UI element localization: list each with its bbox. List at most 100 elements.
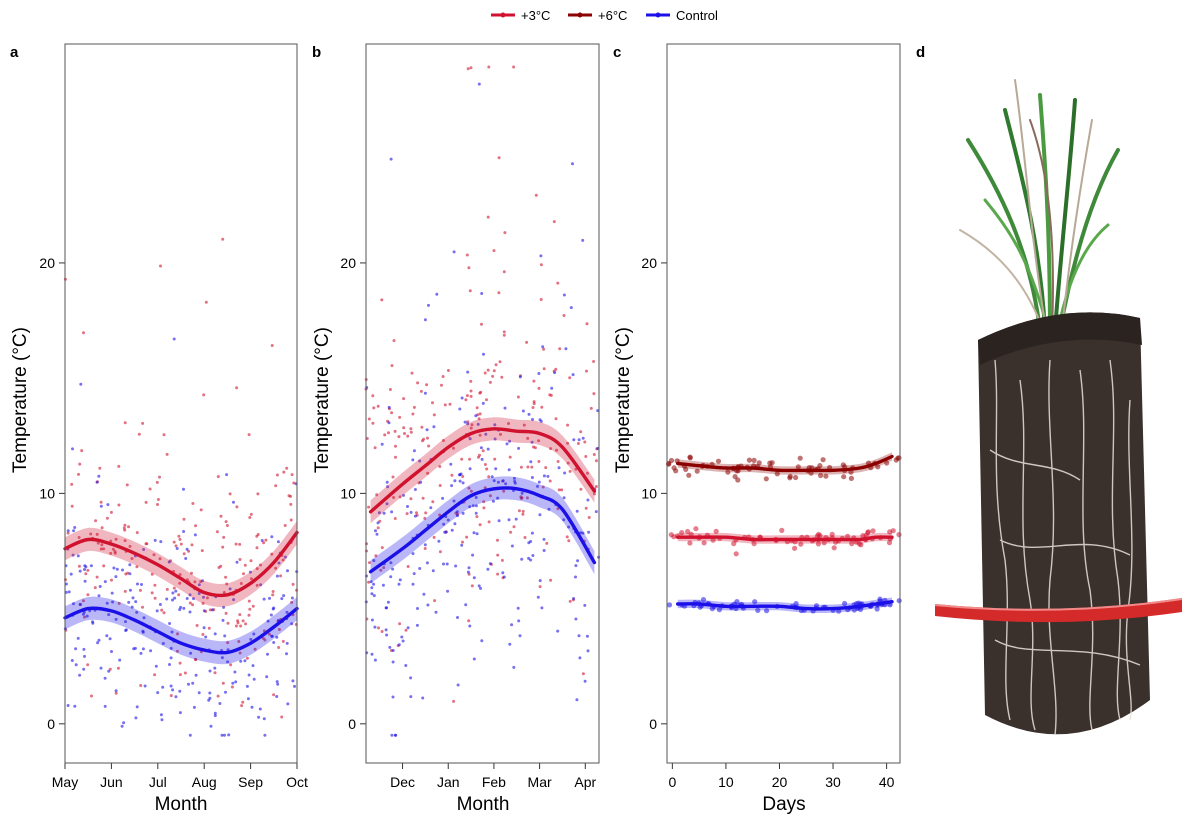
panel-a-point <box>97 594 101 598</box>
panel-a-point <box>178 537 182 541</box>
legend-marker-plus3 <box>500 12 506 18</box>
panel-a-point <box>177 593 181 597</box>
panel-b-point <box>375 532 379 536</box>
panel-b-point <box>376 404 380 408</box>
panel-b-point <box>368 561 371 565</box>
panel-b-point <box>503 231 507 235</box>
panel-a-point <box>249 512 253 516</box>
panel-b-point <box>437 539 441 543</box>
panel-a-point <box>255 546 259 550</box>
panel-a-point <box>98 466 102 470</box>
panel-a-point <box>67 590 71 594</box>
panel-a-point <box>281 639 285 643</box>
panel-a-point <box>72 602 75 606</box>
panel-a-point <box>118 658 122 662</box>
panel-a-point <box>234 680 238 684</box>
panel-a-point <box>240 704 244 708</box>
panel-b-point <box>468 624 472 628</box>
panel-a-point <box>165 587 169 591</box>
panel-b-point <box>384 606 388 610</box>
panel-b-point <box>402 426 406 430</box>
panel-a-point <box>116 666 120 670</box>
panel-b-point <box>372 406 376 410</box>
panel-b-point <box>453 522 457 526</box>
panel-b-point <box>477 82 481 86</box>
panel-a-point <box>168 663 171 666</box>
panel-a-point <box>274 484 278 488</box>
panel-b-point <box>530 531 534 535</box>
panel-a-point <box>78 603 82 606</box>
panel-a-point <box>268 596 271 600</box>
panel-a-point <box>190 543 194 547</box>
panel-a-x-tick-label: Jun <box>100 774 123 790</box>
panel-a-point <box>109 551 113 555</box>
panel-b-point <box>567 539 571 543</box>
panel-b-point <box>505 442 509 446</box>
panel-b-point <box>518 375 522 379</box>
panel-c-point <box>875 464 881 470</box>
panel-a-point <box>167 560 171 564</box>
panel-a-point <box>83 654 86 658</box>
panel-b-point <box>562 496 566 500</box>
panel-a-point <box>108 637 112 641</box>
panel-a-point <box>204 635 208 639</box>
panel-b-point <box>472 657 476 661</box>
panel-a-point <box>174 695 178 699</box>
panel-a-point <box>97 474 101 478</box>
panel-a-point <box>277 646 281 649</box>
panel-c-point <box>686 472 692 478</box>
legend-label-plus3: +3°C <box>521 8 550 23</box>
panel-b-y-tick-label: 20 <box>340 255 356 271</box>
panel-a-point <box>213 632 217 636</box>
panel-a-point <box>221 681 225 685</box>
panel-b-point <box>567 525 571 529</box>
panel-b-point <box>427 444 431 448</box>
panel-a-point <box>247 599 251 603</box>
panel-a-point <box>175 649 179 653</box>
panel-c-point <box>700 597 707 603</box>
panel-a-point <box>123 589 127 593</box>
panel-a-point <box>139 684 143 687</box>
panel-b-point <box>385 480 389 484</box>
panel-a-point <box>202 595 205 599</box>
legend-label-plus6: +6°C <box>598 8 627 23</box>
panel-b-point <box>507 422 510 425</box>
panel-b-point <box>496 538 499 542</box>
panel-a-point <box>191 603 195 607</box>
panel-a-point <box>135 705 139 709</box>
panel-b-point <box>454 564 458 568</box>
panel-a-point <box>283 555 287 559</box>
panel-c-point <box>671 465 677 471</box>
panel-b-point <box>538 585 542 589</box>
panel-b-point <box>402 397 406 401</box>
panel-b-point <box>504 482 508 486</box>
panel-b-point <box>367 505 371 509</box>
grass-core-illustration <box>934 79 1182 736</box>
panel-a-point <box>128 588 132 592</box>
panel-b-point <box>409 676 413 680</box>
panel-b-point <box>469 66 473 70</box>
panel-b-point <box>406 505 409 508</box>
panel-b-point <box>507 518 511 522</box>
panel-a-point <box>83 615 86 619</box>
panel-a-point <box>131 596 135 600</box>
panel-b-point <box>384 628 388 632</box>
panel-a-point <box>105 516 109 520</box>
panel-b-point <box>568 469 572 473</box>
panel-a-point <box>275 574 279 578</box>
panel-b-point <box>446 589 450 593</box>
panel-b-point <box>367 417 371 421</box>
panel-b-point <box>538 579 542 583</box>
panel-a-point <box>215 530 219 534</box>
panel-b-y-tick-label: 10 <box>340 485 356 501</box>
panel-b-point <box>472 576 476 580</box>
panel-a-point <box>100 543 104 547</box>
panel-a-point <box>223 733 226 737</box>
panel-b-point <box>442 562 445 566</box>
panel-b-point <box>374 554 378 558</box>
panel-c-point <box>666 602 673 608</box>
panel-b-point <box>534 193 538 197</box>
panel-b-point <box>542 549 546 552</box>
panel-c-point <box>840 462 846 468</box>
panel-a-point <box>102 547 106 551</box>
